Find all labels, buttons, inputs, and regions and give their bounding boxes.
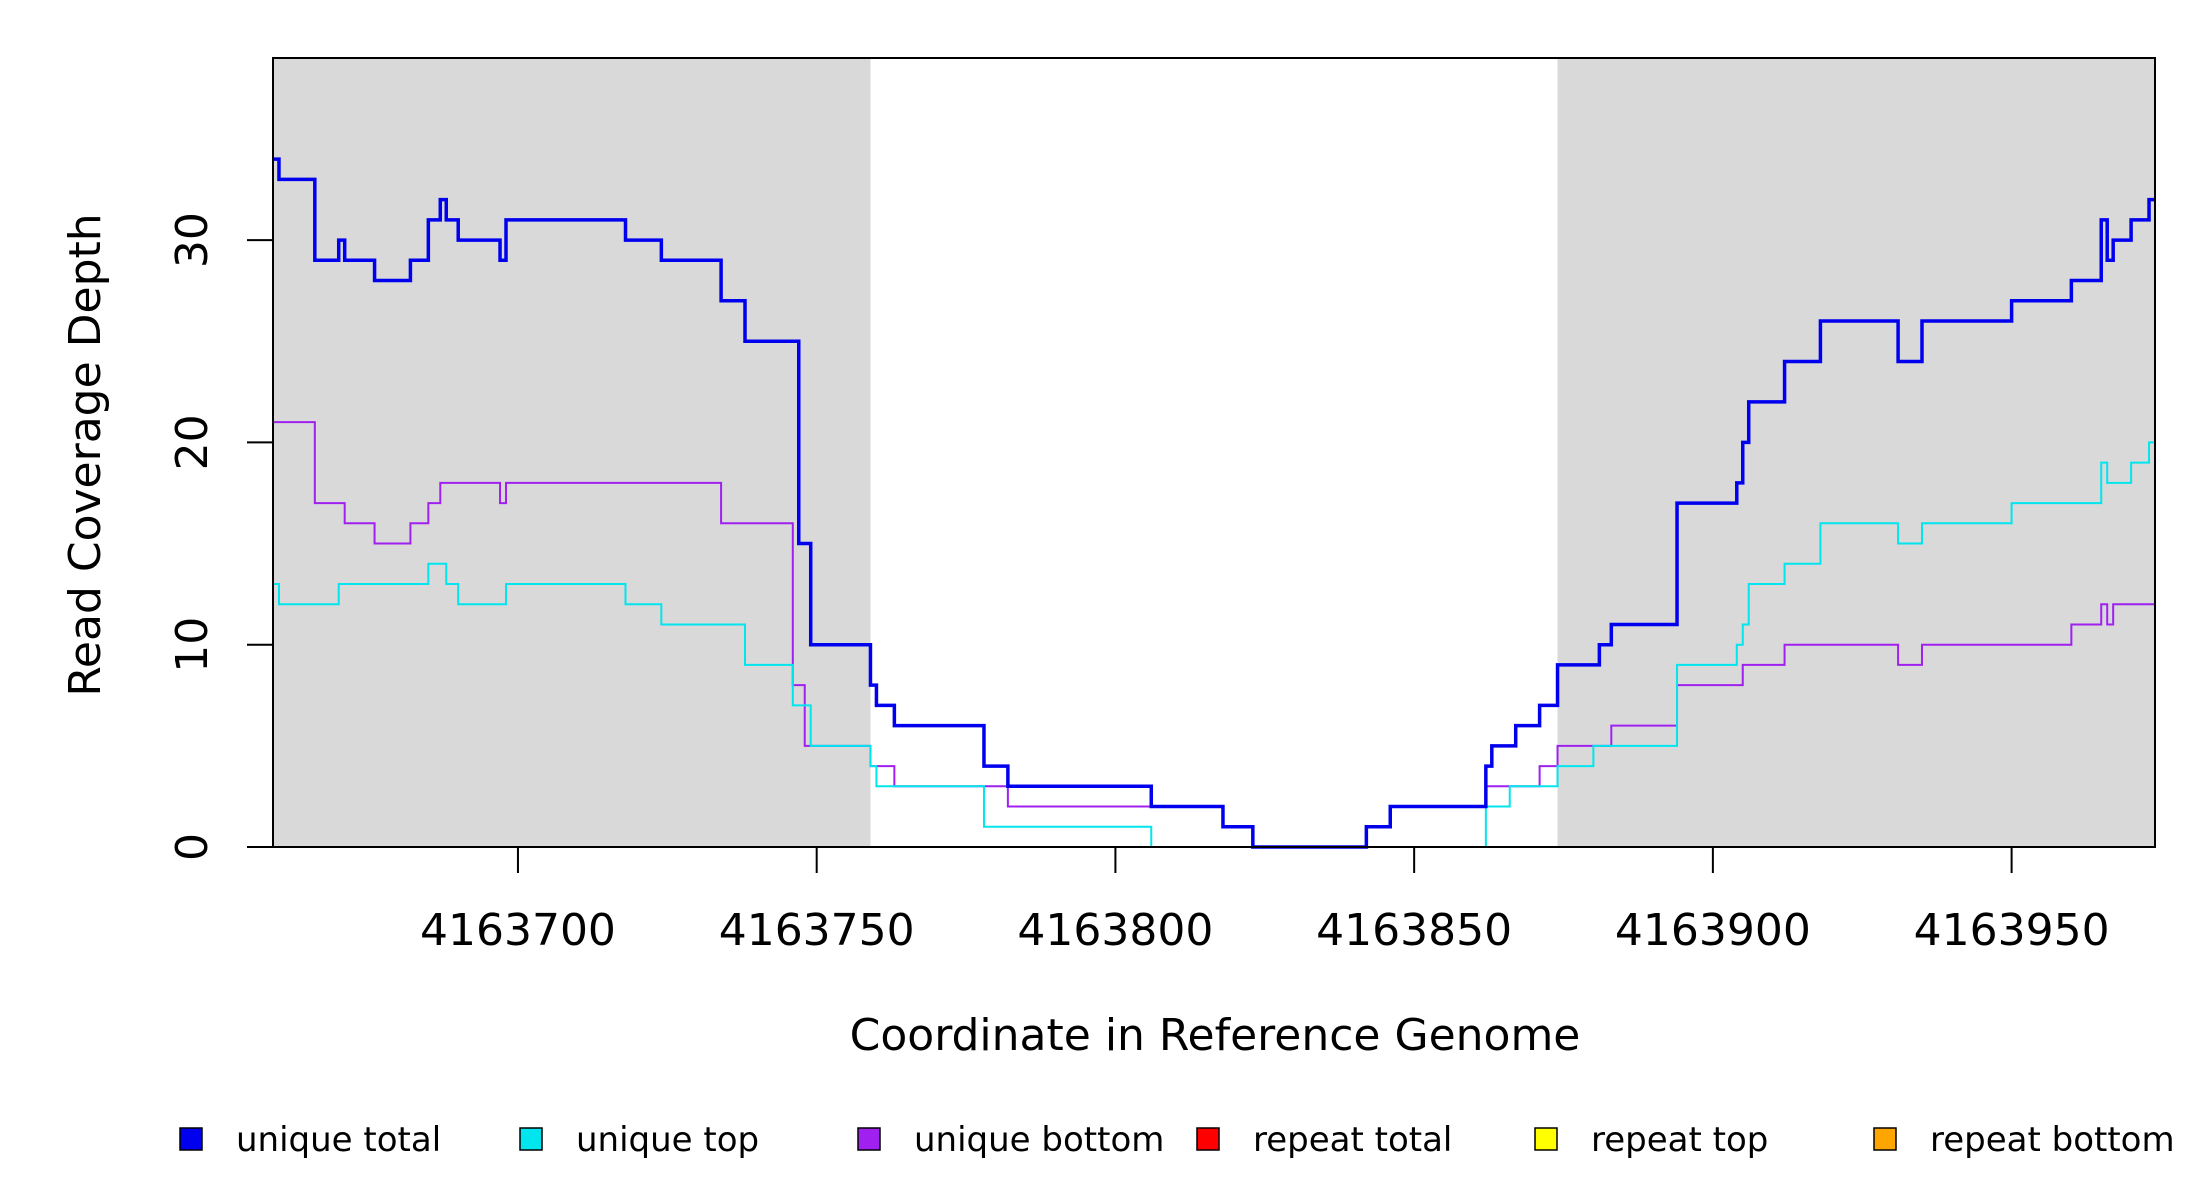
shaded-region-1 (1557, 58, 2155, 847)
legend-swatch-repeat-bottom (1873, 1127, 1897, 1151)
legend-swatch-repeat-top (1534, 1127, 1558, 1151)
x-axis-title: Coordinate in Reference Genome (850, 1010, 1581, 1061)
legend-swatch-repeat-total (1196, 1127, 1220, 1151)
legend-label-repeat-bottom: repeat bottom (1930, 1120, 2175, 1160)
x-tick-label: 4163950 (1914, 905, 2110, 956)
legend-label-repeat-top: repeat top (1591, 1120, 1768, 1160)
legend-label-unique-total: unique total (236, 1120, 441, 1160)
plot-frame (272, 57, 2156, 848)
legend: unique total unique top unique bottom repea… (179, 1120, 2175, 1160)
x-tick-label: 4163750 (719, 905, 915, 956)
legend-label-unique-bottom: unique bottom (914, 1120, 1164, 1160)
y-axis: 0 10 20 30 (167, 212, 273, 861)
x-tick-label: 4163800 (1017, 905, 1213, 956)
y-tick-label: 0 (167, 833, 218, 861)
legend-label-repeat-total: repeat total (1253, 1120, 1452, 1160)
x-tick-label: 4163900 (1615, 905, 1811, 956)
shaded-region-0 (273, 58, 871, 847)
x-tick-label: 4163850 (1316, 905, 1512, 956)
legend-swatch-unique-bottom (857, 1127, 881, 1151)
y-tick-label: 10 (167, 617, 218, 673)
legend-swatch-unique-top (519, 1127, 543, 1151)
x-axis: 4163700 4163750 4163800 4163850 4163900 41639… (420, 847, 2110, 956)
y-tick-label: 20 (167, 414, 218, 470)
series-line-unique-top (273, 441, 2155, 848)
legend-label-unique-top: unique top (576, 1120, 759, 1160)
x-tick-label: 4163700 (420, 905, 616, 956)
shaded-regions (273, 58, 2155, 847)
y-tick-label: 30 (167, 212, 218, 268)
legend-swatch-unique-total (179, 1127, 203, 1151)
series-line-unique-total (273, 157, 2155, 849)
y-axis-title: Read Coverage Depth (60, 213, 111, 696)
